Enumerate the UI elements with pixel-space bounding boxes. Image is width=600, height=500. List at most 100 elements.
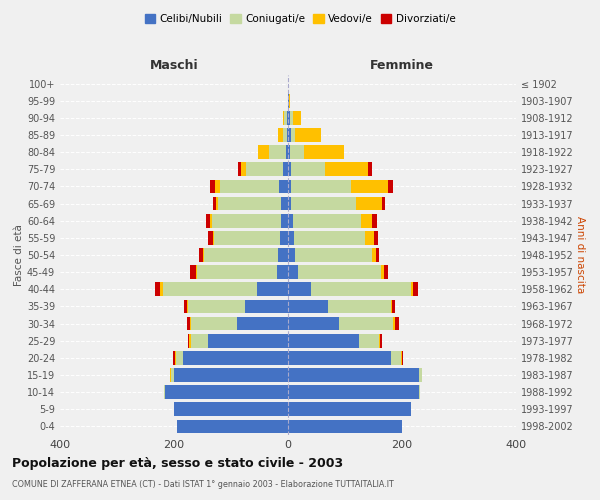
Bar [191, 316, 236, 330]
Bar [325, 162, 368, 176]
Bar [419, 368, 422, 382]
Bar [281, 214, 288, 228]
Bar [288, 196, 291, 210]
Bar [288, 282, 311, 296]
Bar [173, 351, 175, 364]
Bar [288, 146, 290, 159]
Bar [298, 266, 381, 279]
Bar [278, 248, 288, 262]
Bar [368, 162, 373, 176]
Bar [392, 300, 395, 314]
Bar [283, 162, 288, 176]
Bar [213, 231, 214, 244]
Bar [361, 214, 373, 228]
Bar [218, 196, 281, 210]
Bar [365, 231, 373, 244]
Bar [288, 231, 294, 244]
Bar [206, 214, 211, 228]
Bar [269, 146, 286, 159]
Bar [376, 248, 379, 262]
Bar [291, 128, 295, 142]
Bar [277, 266, 288, 279]
Bar [391, 351, 401, 364]
Bar [288, 214, 293, 228]
Bar [373, 231, 378, 244]
Bar [419, 386, 420, 399]
Bar [175, 351, 176, 364]
Bar [258, 146, 269, 159]
Bar [311, 282, 410, 296]
Bar [174, 368, 288, 382]
Bar [182, 351, 288, 364]
Bar [340, 316, 394, 330]
Bar [155, 282, 160, 296]
Bar [212, 214, 281, 228]
Bar [214, 231, 280, 244]
Bar [166, 386, 288, 399]
Bar [177, 420, 288, 434]
Bar [288, 386, 419, 399]
Bar [304, 146, 344, 159]
Y-axis label: Anni di nascita: Anni di nascita [575, 216, 585, 294]
Text: Popolazione per età, sesso e stato civile - 2003: Popolazione per età, sesso e stato civil… [12, 458, 343, 470]
Bar [199, 248, 203, 262]
Bar [187, 316, 190, 330]
Bar [372, 248, 376, 262]
Bar [295, 128, 321, 142]
Bar [176, 351, 182, 364]
Text: Maschi: Maschi [149, 58, 199, 71]
Bar [190, 334, 191, 347]
Bar [211, 214, 212, 228]
Bar [171, 368, 174, 382]
Bar [203, 248, 204, 262]
Bar [291, 180, 351, 194]
Bar [288, 180, 291, 194]
Legend: Celibi/Nubili, Coniugati/e, Vedovi/e, Divorziati/e: Celibi/Nubili, Coniugati/e, Vedovi/e, Di… [140, 10, 460, 29]
Bar [287, 111, 288, 124]
Bar [204, 248, 278, 262]
Bar [280, 231, 288, 244]
Bar [163, 282, 257, 296]
Bar [413, 282, 418, 296]
Bar [384, 266, 388, 279]
Bar [208, 231, 213, 244]
Bar [293, 214, 361, 228]
Bar [380, 334, 382, 347]
Bar [170, 368, 171, 382]
Bar [288, 420, 402, 434]
Bar [395, 316, 399, 330]
Bar [288, 266, 298, 279]
Bar [288, 351, 391, 364]
Bar [290, 146, 304, 159]
Bar [410, 282, 413, 296]
Bar [190, 266, 196, 279]
Bar [288, 94, 289, 108]
Y-axis label: Fasce di età: Fasce di età [14, 224, 24, 286]
Bar [401, 351, 402, 364]
Bar [247, 162, 283, 176]
Text: Femmine: Femmine [370, 58, 434, 71]
Bar [190, 316, 191, 330]
Bar [402, 351, 403, 364]
Bar [359, 334, 379, 347]
Bar [278, 128, 283, 142]
Bar [382, 196, 385, 210]
Bar [388, 180, 394, 194]
Bar [238, 162, 241, 176]
Bar [215, 196, 218, 210]
Bar [184, 300, 187, 314]
Bar [208, 334, 288, 347]
Bar [291, 162, 325, 176]
Bar [197, 266, 277, 279]
Bar [245, 300, 288, 314]
Bar [211, 180, 215, 194]
Bar [174, 402, 288, 416]
Bar [391, 300, 392, 314]
Bar [356, 196, 382, 210]
Bar [281, 196, 288, 210]
Bar [379, 334, 380, 347]
Bar [328, 300, 391, 314]
Bar [284, 111, 287, 124]
Bar [295, 248, 372, 262]
Bar [294, 231, 365, 244]
